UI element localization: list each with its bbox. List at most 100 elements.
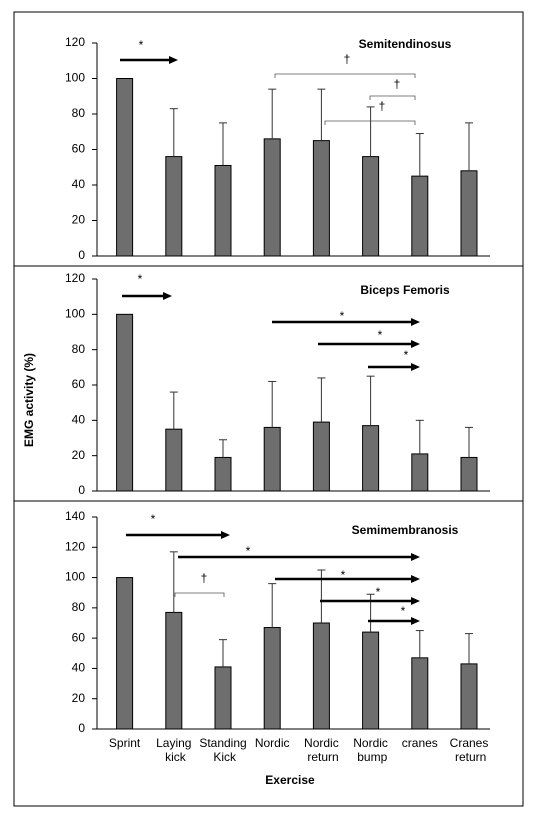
error-bar <box>268 380 277 428</box>
annotation: * <box>404 348 409 362</box>
arrow-head <box>411 597 420 605</box>
annotation: † <box>394 77 401 91</box>
arrow-head <box>411 575 420 583</box>
bar <box>263 138 281 257</box>
bar <box>214 666 232 730</box>
bracket <box>174 592 225 597</box>
annotation: * <box>376 585 381 599</box>
bar <box>362 425 380 492</box>
error-bar <box>219 122 227 166</box>
annotation: * <box>246 544 251 558</box>
bar <box>460 663 478 730</box>
bar <box>362 156 380 257</box>
error-bar <box>366 375 375 426</box>
bar <box>263 426 281 492</box>
y-tick-label: 40 <box>72 177 86 191</box>
bar <box>362 631 380 730</box>
bracket <box>369 95 416 100</box>
bar <box>165 428 183 492</box>
y-tick-label: 100 <box>65 71 85 85</box>
error-bar <box>169 551 178 613</box>
y-axis-label: EMG activity (%) <box>22 353 36 447</box>
annotation: * <box>139 38 144 52</box>
bar <box>411 657 429 730</box>
annotation: * <box>151 512 156 526</box>
annotation: * <box>378 328 383 342</box>
arrow-head <box>163 292 172 300</box>
y-tick-label: 0 <box>78 721 85 735</box>
y-tick-label: 100 <box>65 570 85 584</box>
y-tick-label: 80 <box>72 342 86 356</box>
error-bar <box>465 633 473 664</box>
arrow-head <box>411 363 420 371</box>
annotation: * <box>340 309 345 323</box>
bar <box>460 170 478 257</box>
x-axis-label: Exercise <box>265 773 315 787</box>
y-tick-label: 60 <box>72 377 86 391</box>
panel-title: Semimembranosis <box>352 523 459 537</box>
bar <box>116 78 134 257</box>
bar <box>116 313 134 492</box>
bar <box>165 156 183 257</box>
annotation: † <box>379 99 386 113</box>
y-tick-label: 120 <box>65 539 85 553</box>
x-tick-label: Standing Kick <box>199 736 246 764</box>
x-tick-label: Nordic return <box>304 736 339 764</box>
error-bar <box>465 426 473 458</box>
bracket <box>324 120 416 125</box>
y-tick-label: 60 <box>72 142 86 156</box>
y-tick-label: 40 <box>72 413 86 427</box>
error-bar <box>169 391 178 430</box>
panel-title: Biceps Femoris <box>360 283 450 297</box>
error-bar <box>268 583 277 628</box>
y-tick-label: 0 <box>78 483 85 497</box>
y-tick-label: 100 <box>65 307 85 321</box>
arrow-head <box>411 340 420 348</box>
y-tick-label: 40 <box>72 661 86 675</box>
arrow-head <box>411 617 420 625</box>
bar <box>312 622 330 730</box>
y-tick-label: 20 <box>72 691 86 705</box>
arrow-head <box>169 56 178 64</box>
error-bar <box>317 377 326 423</box>
annotation: † <box>344 52 351 66</box>
y-tick-label: 80 <box>72 106 86 120</box>
annotation: * <box>341 568 346 582</box>
bar <box>263 627 281 730</box>
y-tick-label: 140 <box>65 509 85 523</box>
arrow-head <box>411 318 420 326</box>
y-tick-label: 60 <box>72 630 86 644</box>
y-tick-label: 20 <box>72 448 86 462</box>
y-tick-label: 120 <box>65 35 85 49</box>
bar <box>165 611 183 730</box>
arrow-head <box>411 553 420 561</box>
error-bar <box>169 108 178 157</box>
x-tick-label: Nordic bump <box>353 736 388 764</box>
arrow-head <box>221 531 230 539</box>
y-tick-label: 80 <box>72 600 86 614</box>
y-tick-label: 0 <box>78 248 85 262</box>
bar <box>411 175 429 257</box>
panel-title: Semitendinosus <box>359 37 452 51</box>
y-tick-label: 120 <box>65 271 85 285</box>
annotation: † <box>201 571 208 585</box>
y-tick-label: 20 <box>72 213 86 227</box>
error-bar <box>219 439 227 458</box>
x-tick-label: Sprint <box>109 736 141 750</box>
error-bar <box>415 630 424 658</box>
x-tick-label: cranes <box>402 736 438 750</box>
error-bar <box>219 639 227 667</box>
error-bar <box>465 122 473 171</box>
error-bar <box>317 88 326 141</box>
bar <box>214 164 232 257</box>
bar <box>312 140 330 257</box>
error-bar <box>268 88 277 139</box>
bar <box>116 577 134 730</box>
bar <box>411 453 429 492</box>
annotation: * <box>138 272 143 286</box>
annotation: * <box>401 604 406 618</box>
bar <box>312 421 330 492</box>
frame <box>13 11 524 807</box>
